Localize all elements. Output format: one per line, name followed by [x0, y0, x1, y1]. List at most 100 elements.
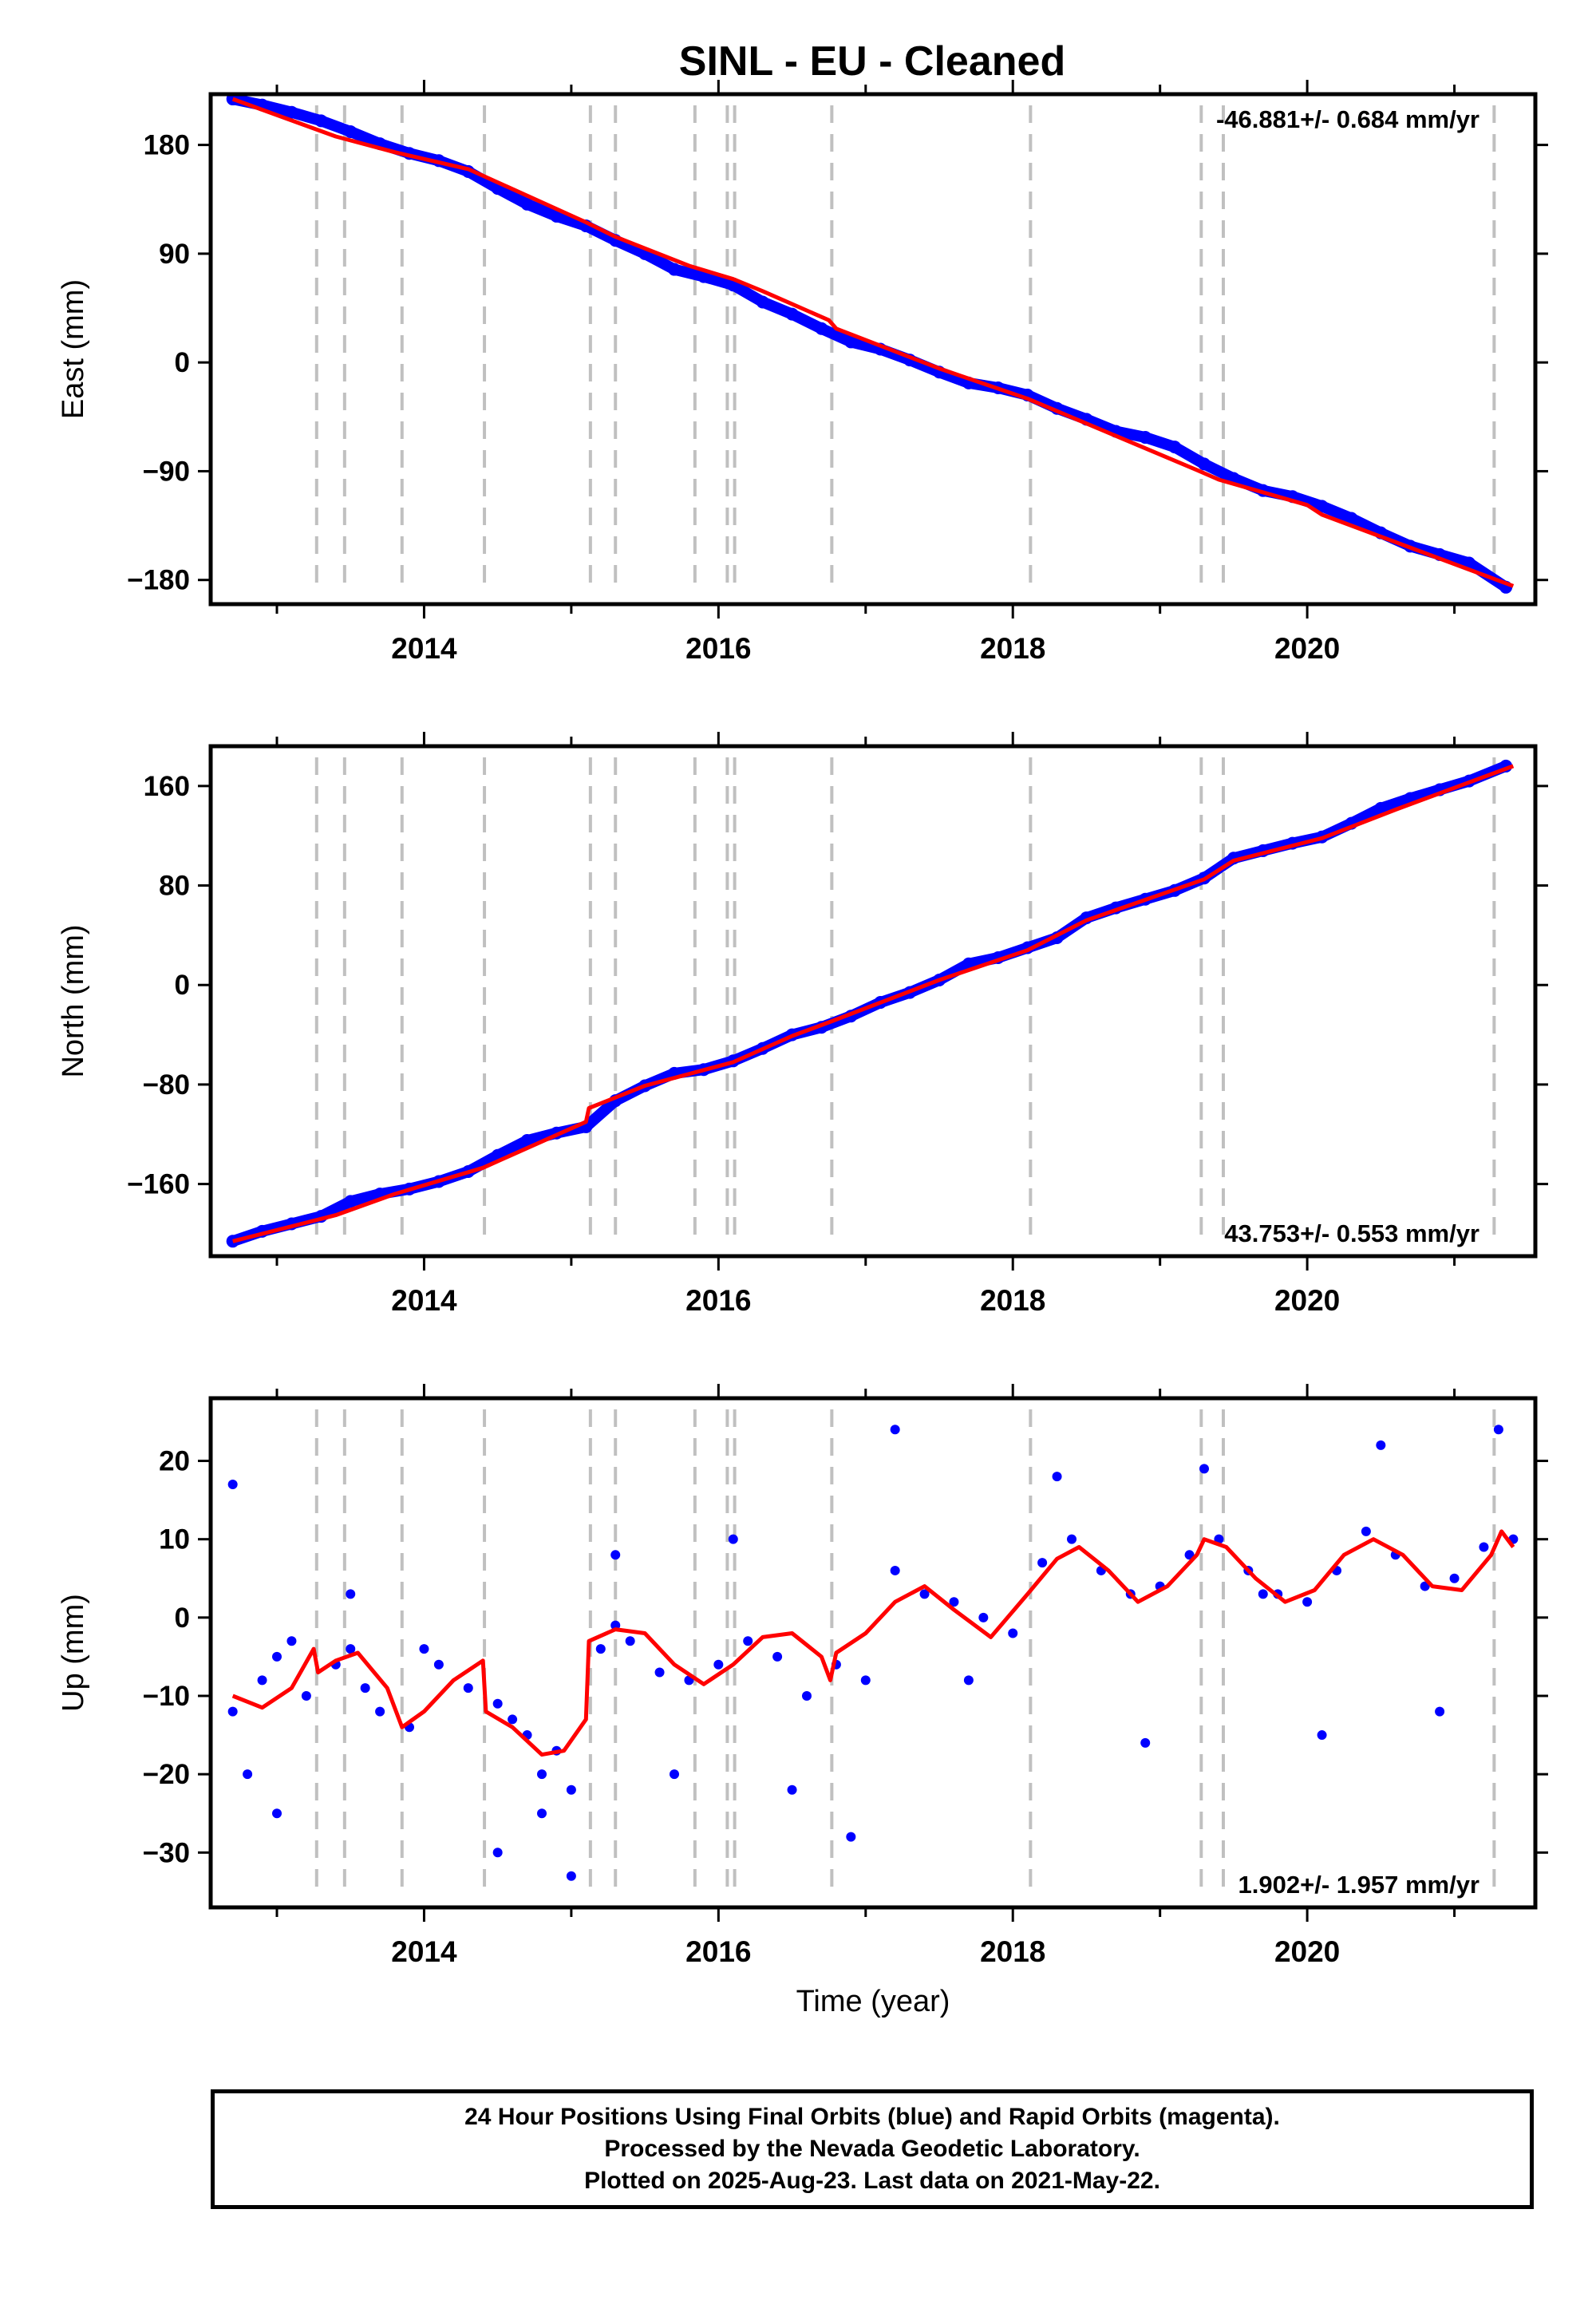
- x-tick-label: 2016: [685, 632, 751, 665]
- data-point: [846, 1832, 856, 1842]
- data-point: [610, 1550, 621, 1560]
- data-point: [301, 1690, 311, 1701]
- data-point: [978, 1612, 989, 1622]
- model-line: [231, 1529, 1515, 1757]
- y-tick-label: −10: [143, 1681, 190, 1712]
- panel-east: 180 90 0 −90 −180 2014 2016 2018 2020 East (mm) -4…: [57, 80, 1548, 665]
- y-tick-label: −80: [143, 1069, 190, 1101]
- y-tick-label: −180: [127, 565, 190, 596]
- data-point: [1140, 1737, 1151, 1748]
- y-axis-label: Up (mm): [57, 1594, 90, 1712]
- data-point: [670, 1769, 679, 1780]
- model-line: [232, 764, 1515, 1243]
- data-point: [1052, 1472, 1062, 1482]
- data-point: [890, 1425, 900, 1435]
- data-point: [257, 1675, 267, 1686]
- y-axis-label: East (mm): [57, 279, 90, 419]
- data-point: [1449, 1573, 1460, 1583]
- panel-up: 20 10 0 −10 −20 −30 2014 2016 2018 2020 Up (mm) Tim…: [57, 1384, 1548, 2018]
- rate-label: -46.881+/- 0.684 mm/yr: [1216, 105, 1479, 133]
- data-point: [492, 1698, 503, 1709]
- data-point: [346, 1589, 356, 1599]
- data-point: [772, 1651, 783, 1662]
- y-tick-label: −30: [143, 1837, 190, 1868]
- data-point: [654, 1667, 665, 1678]
- y-tick-label: 0: [175, 970, 190, 1001]
- x-axis-label: Time (year): [796, 1985, 950, 2018]
- data-point: [227, 1479, 238, 1489]
- y-tick-label: 90: [159, 239, 190, 270]
- data-point: [1317, 1730, 1327, 1741]
- data-point: [787, 1784, 797, 1795]
- data-point: [713, 1659, 724, 1670]
- data-point: [1199, 1464, 1209, 1474]
- data-point: [728, 1534, 738, 1544]
- y-tick-label: 20: [159, 1446, 190, 1477]
- data-point: [625, 1636, 635, 1646]
- data-point: [963, 1675, 974, 1686]
- data-point: [595, 1644, 606, 1654]
- data-point: [433, 1659, 444, 1670]
- data-point: [1479, 1542, 1489, 1552]
- y-axis-label: North (mm): [57, 924, 90, 1077]
- data-point: [286, 1636, 297, 1646]
- y-tick-label: 0: [175, 1603, 190, 1634]
- y-tick-label: −20: [143, 1759, 190, 1790]
- data-point: [272, 1808, 282, 1819]
- data-point: [1361, 1526, 1371, 1536]
- data-point: [1258, 1589, 1268, 1599]
- data-trace: [231, 761, 1508, 1247]
- data-point: [272, 1651, 282, 1662]
- y-tick-label: 80: [159, 871, 190, 902]
- data-point: [360, 1683, 370, 1694]
- y-tick-label: 160: [144, 771, 190, 802]
- data-point: [463, 1683, 473, 1694]
- x-tick-label: 2020: [1274, 632, 1340, 665]
- plot-frame: [208, 744, 1538, 1259]
- x-tick-label: 2018: [980, 1935, 1045, 1968]
- x-tick-label: 2014: [391, 1935, 457, 1968]
- x-tick-label: 2018: [980, 1284, 1045, 1317]
- footer-line-3: Plotted on 2025-Aug-23. Last data on 202…: [584, 2168, 1160, 2194]
- model-line: [231, 97, 1515, 588]
- data-point: [919, 1589, 930, 1599]
- x-tick-label: 2018: [980, 632, 1045, 665]
- x-tick-label: 2020: [1274, 1284, 1340, 1317]
- data-point: [1302, 1597, 1313, 1607]
- data-point: [419, 1644, 429, 1654]
- y-tick-label: 0: [175, 347, 190, 378]
- data-point: [375, 1706, 385, 1717]
- data-point: [492, 1848, 503, 1858]
- plot-frame: [208, 92, 1538, 607]
- data-point: [243, 1769, 253, 1780]
- y-tick-label: −90: [143, 456, 190, 487]
- x-tick-label: 2016: [685, 1935, 751, 1968]
- rate-label: 1.902+/- 1.957 mm/yr: [1238, 1871, 1479, 1899]
- data-point: [949, 1597, 959, 1607]
- footer-box: 24 Hour Positions Using Final Orbits (bl…: [211, 2089, 1534, 2209]
- panel-north: 160 80 0 −80 −160 2014 2016 2018 2020 North (mm) 4…: [57, 732, 1548, 1317]
- data-point: [860, 1675, 871, 1686]
- x-tick-label: 2020: [1274, 1935, 1340, 1968]
- y-tick-label: −160: [127, 1169, 190, 1200]
- data-point: [537, 1808, 547, 1819]
- footer-line-1: 24 Hour Positions Using Final Orbits (bl…: [464, 2104, 1280, 2130]
- data-point: [1008, 1628, 1018, 1638]
- y-tick-label: 10: [159, 1524, 190, 1555]
- rate-label: 43.753+/- 0.553 mm/yr: [1224, 1219, 1479, 1247]
- data-point: [1037, 1558, 1048, 1568]
- data-point: [743, 1636, 753, 1646]
- plot-frame: [208, 1396, 1538, 1910]
- data-point: [1376, 1440, 1386, 1450]
- data-point: [346, 1644, 356, 1654]
- data-point: [537, 1769, 547, 1780]
- x-tick-label: 2016: [685, 1284, 751, 1317]
- data-point: [890, 1565, 900, 1575]
- data-point: [508, 1714, 518, 1725]
- data-point: [566, 1784, 576, 1795]
- figure-title: SINL - EU - Cleaned: [679, 38, 1065, 85]
- data-point: [1493, 1425, 1503, 1435]
- x-tick-label: 2014: [391, 632, 457, 665]
- data-point: [1067, 1534, 1077, 1544]
